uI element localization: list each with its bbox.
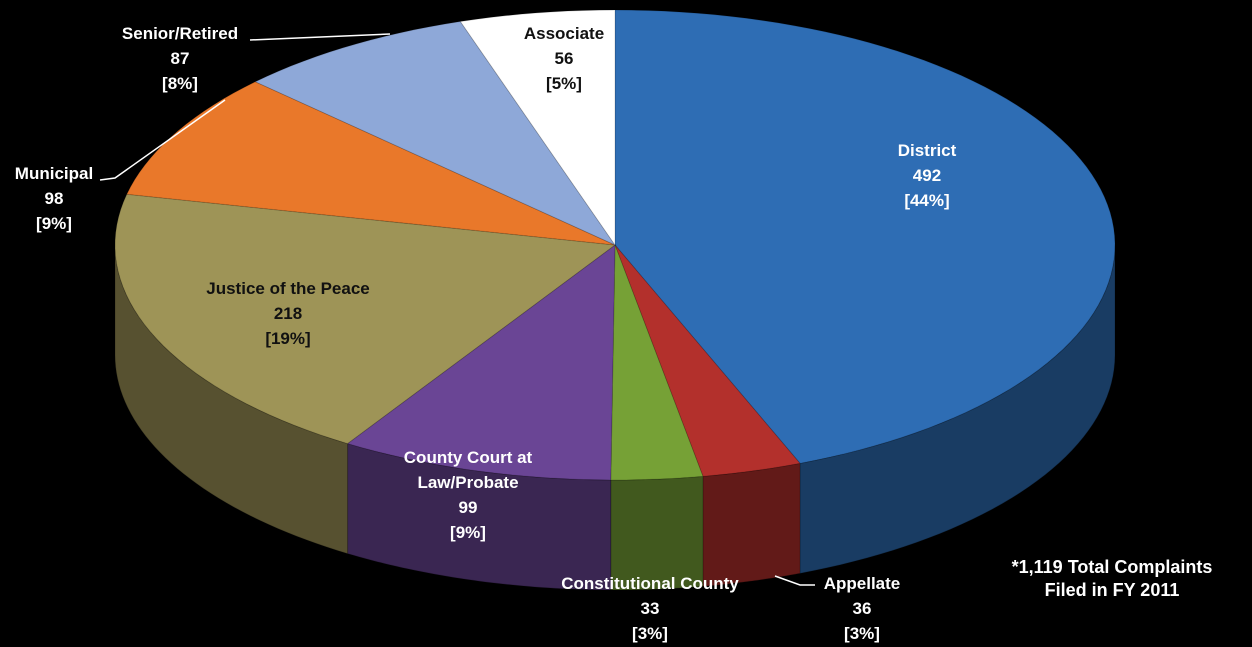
value-label: 87 bbox=[170, 49, 190, 68]
annotation: *1,119 Total Complaints Filed in FY 2011 bbox=[1012, 556, 1213, 602]
pie-slice bbox=[346, 243, 616, 481]
percent-label: [5%] bbox=[546, 74, 582, 93]
pie-slice-side bbox=[347, 442, 612, 591]
slice-label: County Court at Law/Probate 99 [9%] bbox=[383, 445, 553, 545]
category-label: District bbox=[897, 141, 957, 160]
annotation-line: *1,119 Total Complaints bbox=[1011, 557, 1213, 577]
pie-slice bbox=[254, 20, 617, 247]
pie-slice bbox=[459, 9, 616, 247]
slice-label: Justice of the Peace 218 [19%] bbox=[206, 276, 369, 351]
value-label: 218 bbox=[273, 304, 303, 323]
pie-slice-side bbox=[702, 462, 801, 587]
leader-line bbox=[774, 575, 815, 586]
category-label: Appellate bbox=[823, 574, 901, 593]
pie-slice bbox=[610, 244, 704, 481]
pie-slice bbox=[126, 81, 616, 246]
slice-label: Municipal 98 [9%] bbox=[15, 161, 93, 236]
slice-label: Appellate 36 [3%] bbox=[824, 571, 901, 646]
slice-label: District 492 [44%] bbox=[898, 138, 957, 213]
value-label: 99 bbox=[458, 498, 478, 517]
percent-label: [8%] bbox=[162, 74, 198, 93]
category-label: County Court at Law/Probate bbox=[403, 448, 533, 492]
pie-slice-side bbox=[610, 475, 704, 591]
value-label: 36 bbox=[852, 599, 872, 618]
leader-line bbox=[99, 99, 226, 181]
category-label: Justice of the Peace bbox=[206, 279, 370, 298]
slice-label: Senior/Retired 87 [8%] bbox=[122, 21, 238, 96]
pie-slice bbox=[614, 9, 1116, 464]
percent-label: [9%] bbox=[36, 214, 72, 233]
percent-label: [3%] bbox=[632, 624, 668, 643]
value-label: 56 bbox=[554, 49, 574, 68]
percent-label: [9%] bbox=[450, 523, 486, 542]
value-label: 492 bbox=[912, 166, 942, 185]
percent-label: [44%] bbox=[904, 191, 950, 210]
percent-label: [3%] bbox=[844, 624, 880, 643]
pie-slice-side bbox=[114, 244, 349, 555]
category-label: Senior/Retired bbox=[121, 24, 239, 43]
value-label: 98 bbox=[44, 189, 64, 208]
annotation-line: Filed in FY 2011 bbox=[1044, 580, 1180, 600]
leader-line bbox=[249, 33, 391, 41]
category-label: Municipal bbox=[14, 164, 94, 183]
category-label: Constitutional County bbox=[561, 574, 739, 593]
slice-label: Associate 56 [5%] bbox=[524, 21, 604, 96]
percent-label: [19%] bbox=[265, 329, 311, 348]
pie-slice bbox=[614, 244, 801, 477]
slice-label: Constitutional County 33 [3%] bbox=[561, 571, 739, 646]
category-label: Associate bbox=[523, 24, 605, 43]
pie-slice-side bbox=[799, 244, 1116, 574]
pie-slice bbox=[114, 193, 617, 445]
value-label: 33 bbox=[640, 599, 660, 618]
